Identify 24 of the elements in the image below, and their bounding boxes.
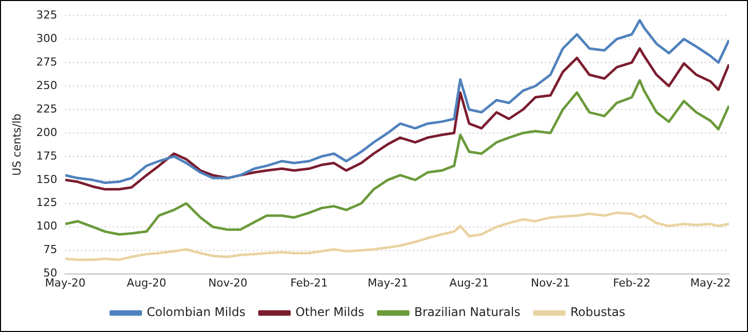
legend-label: Other Milds [295, 305, 364, 320]
legend-label: Brazilian Naturals [414, 305, 520, 320]
y-tick-label: 275 [36, 55, 58, 68]
x-tick-label: Feb-22 [613, 276, 650, 290]
x-tick-label: Aug-20 [126, 276, 166, 290]
legend-label: Colombian Milds [146, 305, 246, 320]
x-tick-label: Feb-21 [290, 276, 328, 290]
y-tick-label: 225 [36, 102, 58, 116]
x-tick-label: Aug-21 [449, 276, 489, 290]
y-tick-label: 150 [36, 172, 58, 186]
y-tick-label: 300 [36, 32, 58, 45]
y-tick-label: 250 [36, 78, 58, 92]
y-tick-label: 200 [36, 126, 58, 139]
legend-label: Robustas [570, 305, 626, 320]
y-tick-label: 125 [36, 196, 58, 210]
y-tick-label: 100 [36, 220, 58, 233]
x-tick-label: May-21 [368, 276, 408, 290]
y-tick-label: 175 [36, 149, 58, 162]
y-axis-title: US cents/lb [10, 114, 24, 176]
y-tick-label: 325 [36, 8, 58, 22]
y-tick-label: 75 [43, 243, 58, 256]
x-tick-label: May-22 [690, 276, 731, 290]
x-tick-label: Nov-21 [530, 276, 570, 290]
x-tick-label: Nov-20 [208, 276, 248, 290]
